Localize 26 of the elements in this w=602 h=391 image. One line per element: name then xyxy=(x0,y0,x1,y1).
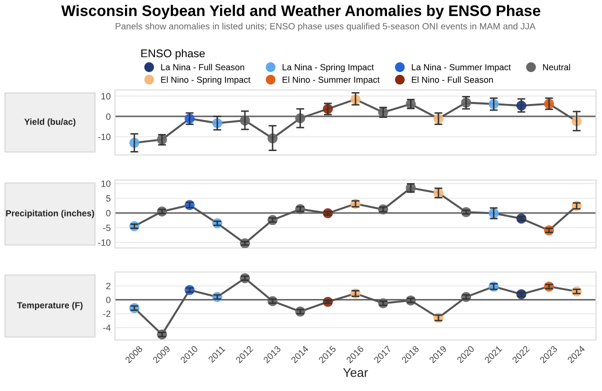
y-tick-label: 10 xyxy=(101,93,110,100)
y-axis-title: Yield (bu/ac) xyxy=(24,118,76,127)
y-tick-label: -5 xyxy=(103,224,110,232)
legend-label: El Nino - Summer Impact xyxy=(282,76,380,85)
y-axis-title: Precipitation (inches) xyxy=(6,210,94,218)
legend-title: ENSO phase xyxy=(141,49,205,60)
y-tick-label: 0 xyxy=(106,296,110,304)
legend-label: El Nino - Spring Impact xyxy=(161,76,250,85)
legend-label: El Nino - Full Season xyxy=(412,76,493,83)
y-tick-label: -4 xyxy=(103,324,111,331)
legend-label: La Nina - Full Season xyxy=(161,64,244,70)
chart-title: Wisconsin Soybean Yield and Weather Anomalies by ENSO Phase xyxy=(61,4,540,20)
y-tick-label: 10 xyxy=(101,180,110,187)
y-tick-label: 2 xyxy=(106,282,110,290)
x-axis-title: Year xyxy=(343,368,368,377)
y-tick-label: 0 xyxy=(106,113,110,120)
legend-label: La Nina - Spring Impact xyxy=(282,64,374,72)
legend-label: Neutral xyxy=(543,64,570,70)
y-axis-title: Temperature (F) xyxy=(17,302,83,310)
y-tick-label: 0 xyxy=(106,210,110,216)
chart-subtitle: Panels show anomalies in listed units; ENSO phase uses qualified 5-season ONI events in MAM and JJA xyxy=(116,22,536,32)
legend-label: La Nina - Summer Impact xyxy=(412,64,511,72)
y-tick-label: -10 xyxy=(98,134,110,140)
y-tick-label: 5 xyxy=(106,195,110,202)
y-tick-label: -2 xyxy=(103,310,110,317)
y-tick-label: -10 xyxy=(98,239,110,246)
